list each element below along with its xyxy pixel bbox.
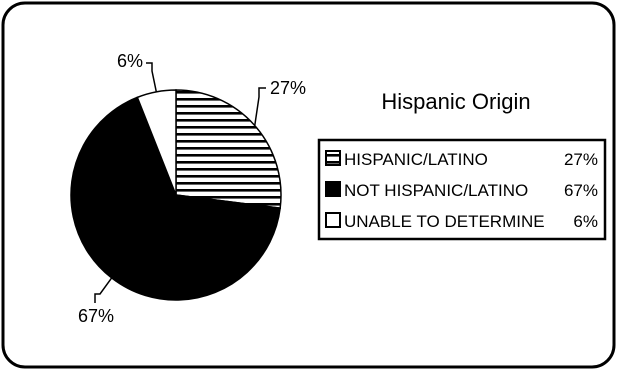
legend-swatch-unable [326, 213, 340, 227]
slice-label-unable: 6% [117, 51, 143, 71]
legend-label-unable: UNABLE TO DETERMINE [344, 212, 545, 231]
slice-label-hispanic: 27% [270, 78, 306, 98]
legend-swatch-hispanic [326, 151, 340, 165]
legend-label-hispanic: HISPANIC/LATINO [344, 150, 488, 169]
legend-label-not-hispanic: NOT HISPANIC/LATINO [344, 181, 528, 200]
slice-label-not-hispanic: 67% [78, 306, 114, 326]
legend-value-hispanic: 27% [564, 150, 598, 169]
chart-title: Hispanic Origin [381, 89, 530, 114]
pie-slices [71, 90, 281, 300]
legend-swatch-not-hispanic [326, 182, 340, 196]
legend-value-unable: 6% [573, 212, 598, 231]
legend: HISPANIC/LATINO 27% NOT HISPANIC/LATINO … [319, 140, 605, 239]
legend-value-not-hispanic: 67% [564, 181, 598, 200]
